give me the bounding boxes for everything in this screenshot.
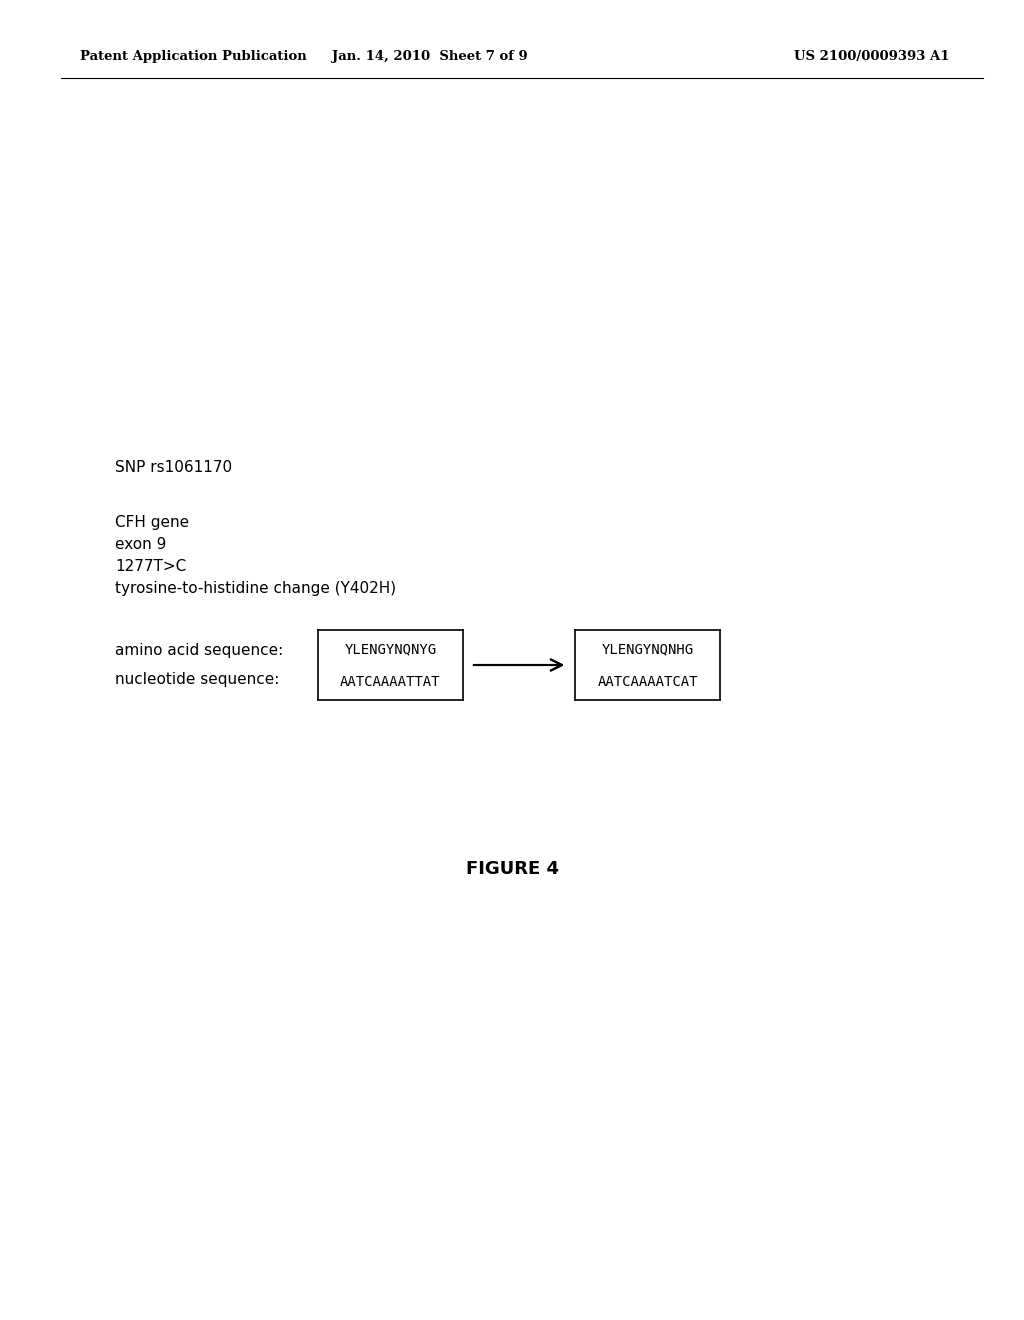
Text: amino acid sequence:: amino acid sequence:	[115, 643, 284, 657]
Text: US 2100/0009393 A1: US 2100/0009393 A1	[795, 50, 950, 63]
Text: YLENGYNQNHG: YLENGYNQNHG	[601, 643, 693, 656]
Text: nucleotide sequence:: nucleotide sequence:	[115, 672, 280, 686]
Text: 1277T>C: 1277T>C	[115, 558, 186, 574]
Text: AATCAAAATTAT: AATCAAAATTAT	[340, 676, 440, 689]
Text: SNP rs1061170: SNP rs1061170	[115, 459, 232, 475]
Text: FIGURE 4: FIGURE 4	[466, 861, 558, 878]
Text: Jan. 14, 2010  Sheet 7 of 9: Jan. 14, 2010 Sheet 7 of 9	[332, 50, 528, 63]
Text: YLENGYNQNYG: YLENGYNQNYG	[344, 643, 436, 656]
Text: CFH gene: CFH gene	[115, 515, 189, 531]
Text: tyrosine-to-histidine change (Y402H): tyrosine-to-histidine change (Y402H)	[115, 581, 396, 597]
Text: exon 9: exon 9	[115, 537, 166, 552]
Text: Patent Application Publication: Patent Application Publication	[80, 50, 307, 63]
Text: AATCAAAATCAT: AATCAAAATCAT	[597, 676, 697, 689]
